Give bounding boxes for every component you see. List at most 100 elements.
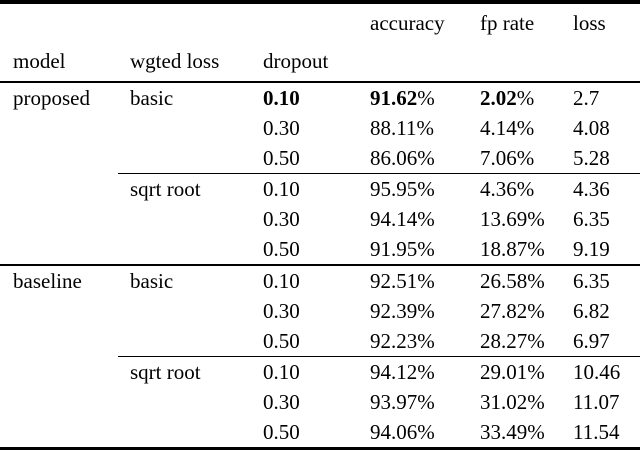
- cell-fp-rate: 29.01%: [468, 356, 561, 387]
- cell-loss: 6.35: [561, 264, 640, 296]
- cell-loss: 4.08: [573, 115, 610, 140]
- cell-accuracy: 94.06%: [358, 417, 468, 449]
- cell-model: [0, 174, 118, 205]
- percent-sign: %: [527, 389, 545, 414]
- cell-wgted-loss: [118, 326, 251, 357]
- cell-loss: 6.97: [573, 328, 610, 353]
- cell-model: [0, 296, 118, 326]
- cell-fp-rate: 31.02%: [468, 387, 561, 417]
- percent-sign: %: [417, 359, 435, 384]
- cell-wgted-loss: [118, 204, 251, 234]
- col-header-dropout: dropout: [251, 2, 358, 83]
- fp-rate-value: 13.69: [480, 206, 528, 231]
- cell-wgted-loss: [118, 296, 251, 326]
- fp-rate-value: 4.36: [480, 176, 517, 201]
- percent-sign: %: [417, 389, 435, 414]
- cell-wgted-loss: sqrt root: [118, 173, 251, 204]
- col-header-accuracy: accuracy: [358, 2, 468, 83]
- percent-sign: %: [417, 268, 435, 293]
- table-row: proposed basic 0.10 91.62% 2.02% 2.7: [0, 82, 640, 113]
- percent-sign: %: [417, 206, 435, 231]
- table-row: sqrt root 0.10 94.12% 29.01% 10.46: [0, 356, 640, 388]
- header-row: model wgted loss dropout accuracy fp rat…: [0, 2, 640, 83]
- table-row: sqrt root 0.10 95.95% 4.36% 4.36: [0, 173, 640, 205]
- accuracy-value: 94.12: [370, 359, 418, 384]
- fp-rate-value: 18.87: [480, 236, 528, 261]
- table-row: 0.50 91.95% 18.87% 9.19: [0, 234, 640, 265]
- cell-dropout: 0.10: [251, 264, 358, 296]
- accuracy-value: 91.95: [370, 236, 418, 261]
- cell-accuracy: 86.06%: [358, 143, 468, 174]
- cell-fp-rate: 18.87%: [468, 234, 561, 265]
- cell-wgted-loss: [118, 387, 251, 417]
- table-row: 0.30 88.11% 4.14% 4.08: [0, 113, 640, 143]
- cell-loss: 4.36: [561, 173, 640, 204]
- cell-dropout: 0.30: [263, 389, 300, 414]
- cell-dropout: 0.50: [263, 145, 300, 170]
- cell-wgted-loss: [118, 113, 251, 143]
- percent-sign: %: [527, 206, 545, 231]
- percent-sign: %: [416, 115, 434, 140]
- cell-model: [0, 387, 118, 417]
- cell-dropout: 0.10: [263, 85, 300, 110]
- cell-loss: 10.46: [561, 356, 640, 387]
- fp-rate-value: 27.82: [480, 298, 528, 323]
- percent-sign: %: [417, 419, 435, 444]
- cell-fp-rate: 28.27%: [468, 326, 561, 357]
- accuracy-value: 92.39: [370, 298, 418, 323]
- cell-dropout: 0.10: [251, 173, 358, 204]
- table-row: 0.50 92.23% 28.27% 6.97: [0, 326, 640, 357]
- percent-sign: %: [516, 176, 535, 201]
- cell-wgted-loss: [118, 417, 251, 449]
- cell-fp-rate: 2.02%: [468, 82, 561, 113]
- cell-fp-rate: 4.36%: [468, 173, 561, 204]
- cell-accuracy: 91.62%: [358, 82, 468, 113]
- percent-sign: %: [527, 359, 545, 384]
- accuracy-value: 94.06: [370, 419, 418, 444]
- cell-model: [0, 113, 118, 143]
- accuracy-value: 91.62: [370, 85, 418, 110]
- col-header-model: model: [0, 2, 118, 83]
- cell-loss: 5.28: [573, 145, 610, 170]
- cell-accuracy: 91.95%: [358, 234, 468, 265]
- col-header-loss: loss: [561, 2, 640, 83]
- cell-model: [0, 357, 118, 388]
- cell-dropout: 0.30: [263, 298, 300, 323]
- cell-loss: 9.19: [573, 236, 610, 261]
- table-row: 0.30 93.97% 31.02% 11.07: [0, 387, 640, 417]
- accuracy-value: 88.11: [370, 115, 417, 140]
- percent-sign: %: [527, 419, 545, 444]
- cell-fp-rate: 26.58%: [468, 264, 561, 296]
- fp-rate-value: 26.58: [480, 268, 528, 293]
- cell-loss: 11.07: [573, 389, 620, 414]
- accuracy-value: 92.51: [370, 268, 418, 293]
- cell-dropout: 0.50: [263, 419, 300, 444]
- col-header-wgted-loss: wgted loss: [118, 2, 251, 83]
- percent-sign: %: [527, 298, 545, 323]
- fp-rate-value: 33.49: [480, 419, 528, 444]
- cell-accuracy: 92.39%: [358, 296, 468, 326]
- percent-sign: %: [417, 85, 435, 110]
- table-row: 0.50 86.06% 7.06% 5.28: [0, 143, 640, 174]
- cell-accuracy: 93.97%: [358, 387, 468, 417]
- fp-rate-value: 2.02: [480, 85, 517, 110]
- cell-model: proposed: [13, 85, 90, 110]
- fp-rate-value: 29.01: [480, 359, 528, 384]
- col-header-fp-rate: fp rate: [468, 2, 561, 83]
- accuracy-value: 93.97: [370, 389, 418, 414]
- cell-wgted-loss: sqrt root: [118, 356, 251, 387]
- cell-dropout: 0.30: [263, 206, 300, 231]
- cell-wgted-loss: [118, 234, 251, 265]
- cell-dropout: 0.30: [263, 115, 300, 140]
- cell-fp-rate: 33.49%: [468, 417, 561, 449]
- table-row: 0.30 94.14% 13.69% 6.35: [0, 204, 640, 234]
- cell-model: [0, 204, 118, 234]
- cell-loss: 2.7: [573, 85, 600, 110]
- cell-loss: 6.35: [573, 206, 610, 231]
- cell-wgted-loss: basic: [130, 85, 174, 110]
- cell-model: [0, 143, 118, 174]
- percent-sign: %: [516, 85, 535, 110]
- percent-sign: %: [417, 328, 435, 353]
- cell-accuracy: 92.23%: [358, 326, 468, 357]
